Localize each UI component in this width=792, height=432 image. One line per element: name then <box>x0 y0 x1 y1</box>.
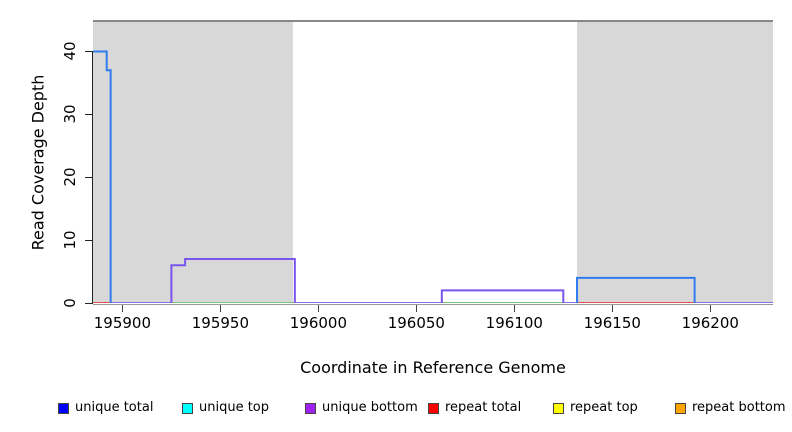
legend-swatch-icon <box>58 403 69 414</box>
y-axis-title: Read Coverage Depth <box>28 74 48 251</box>
y-tick-mark <box>85 176 92 178</box>
legend-swatch-icon <box>182 403 193 414</box>
x-tick-label: 196150 <box>583 314 641 332</box>
legend-label: unique top <box>199 400 270 415</box>
unique-total-step-right <box>576 276 696 303</box>
x-tick-label: 195900 <box>93 314 152 332</box>
x-tick-label: 196200 <box>681 314 739 332</box>
legend-label: unique bottom <box>322 400 418 415</box>
y-axis-line <box>92 51 93 304</box>
unique-bottom-step-1 <box>170 257 296 303</box>
x-tick-mark <box>415 305 417 312</box>
y-tick-mark <box>85 113 92 115</box>
x-axis-line <box>93 304 773 305</box>
y-tick-label: 40 <box>61 41 79 61</box>
legend-swatch-icon <box>428 403 439 414</box>
y-tick-label: 0 <box>61 298 79 308</box>
x-tick-label: 196050 <box>387 314 445 332</box>
unique-total-spike <box>93 50 112 303</box>
y-tick-mark <box>85 239 92 241</box>
legend-swatch-icon <box>305 403 316 414</box>
y-tick-label: 30 <box>61 104 79 124</box>
y-tick-label: 20 <box>61 167 79 187</box>
legend: unique total unique top unique bottom repea… <box>0 396 792 426</box>
x-tick-mark <box>121 305 123 312</box>
y-tick-mark <box>85 302 92 304</box>
legend-swatch-icon <box>553 403 564 414</box>
repeat-region-left <box>93 20 293 303</box>
coverage-plot-svg <box>93 20 773 303</box>
unique-bottom-step-2 <box>440 289 565 303</box>
legend-label: repeat total <box>445 400 522 415</box>
y-tick-label: 10 <box>61 230 79 250</box>
legend-label: repeat bottom <box>692 400 786 415</box>
repeat-region-right <box>577 20 773 303</box>
y-tick-mark <box>85 50 92 52</box>
x-tick-label: 196100 <box>485 314 543 332</box>
x-tick-label: 195950 <box>191 314 250 332</box>
legend-label: repeat top <box>570 400 638 415</box>
x-tick-mark <box>513 305 515 312</box>
plot-area <box>93 20 773 303</box>
legend-swatch-icon <box>675 403 686 414</box>
x-tick-label: 196000 <box>289 314 347 332</box>
legend-label: unique total <box>75 400 154 415</box>
x-tick-mark <box>611 305 613 312</box>
x-tick-mark <box>219 305 221 312</box>
x-tick-mark <box>317 305 319 312</box>
x-axis-title: Coordinate in Reference Genome <box>300 358 566 377</box>
x-tick-mark <box>709 305 711 312</box>
